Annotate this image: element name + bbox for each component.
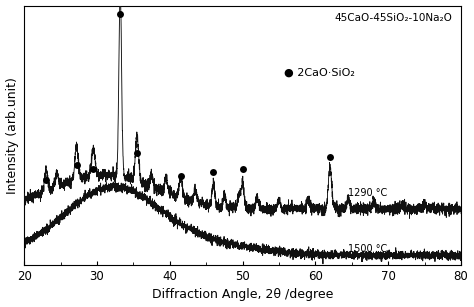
Y-axis label: Intensity (arb.unit): Intensity (arb.unit) [6, 77, 18, 194]
Text: ● 2CaO·SiO₂: ● 2CaO·SiO₂ [284, 68, 355, 78]
Text: 1290 °C: 1290 °C [348, 188, 387, 198]
Text: 1500 °C: 1500 °C [348, 243, 387, 254]
X-axis label: Diffraction Angle, 2θ /degree: Diffraction Angle, 2θ /degree [152, 289, 333, 301]
Text: 45CaO-45SiO₂-10Na₂O: 45CaO-45SiO₂-10Na₂O [335, 13, 452, 23]
